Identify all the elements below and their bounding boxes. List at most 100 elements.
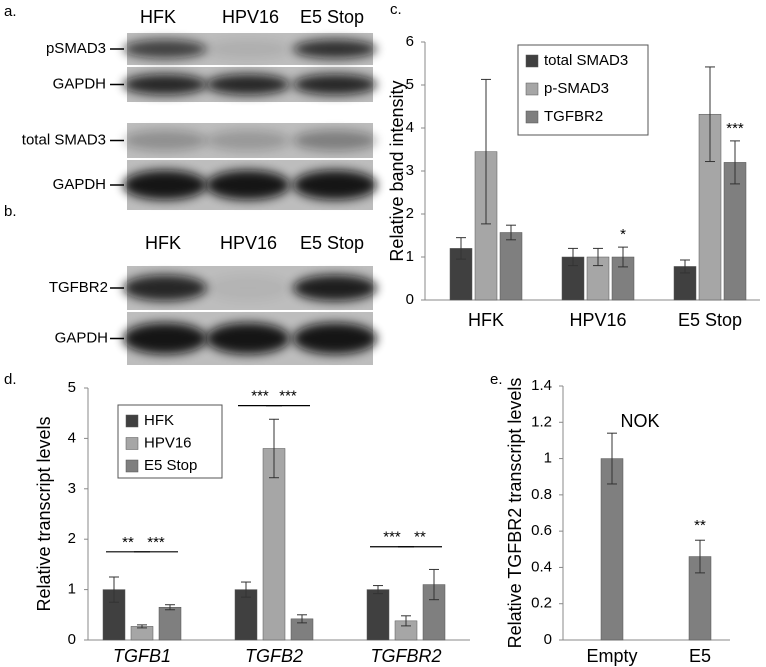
x-tick-label: E5 [689, 646, 711, 666]
y-tick-label: 0 [544, 631, 552, 648]
panel-label: a. [4, 3, 17, 20]
error-bar [456, 237, 466, 260]
error-bar [429, 568, 439, 601]
blot-band [206, 322, 290, 355]
y-tick-label: 1 [68, 581, 76, 598]
lane-header: E5 Stop [300, 7, 364, 27]
blot-row-label: TGFBR2 [49, 279, 108, 296]
blot-band [206, 74, 290, 95]
lane-header: E5 Stop [300, 233, 364, 253]
legend-label: HPV16 [144, 434, 192, 451]
blot-band [293, 130, 377, 151]
error-bar [401, 615, 411, 627]
significance: * [620, 226, 626, 243]
blot-band [293, 170, 377, 200]
error-bar [269, 418, 279, 479]
error-bar [607, 432, 617, 485]
y-tick-label: 3 [406, 162, 414, 179]
lane-header: HPV16 [220, 233, 277, 253]
error-bar [297, 614, 307, 624]
legend-swatch [525, 82, 539, 96]
significance: *** [279, 388, 297, 405]
y-axis-title: Relative TGFBR2 transcript levels [505, 378, 525, 649]
error-bar [680, 259, 690, 274]
y-tick-label: 6 [406, 33, 414, 50]
y-tick-label: 5 [406, 76, 414, 93]
legend-swatch [125, 414, 139, 428]
legend-label: p-SMAD3 [544, 80, 609, 97]
error-bar [373, 585, 383, 595]
legend-swatch [525, 110, 539, 124]
y-tick-label: 0.6 [531, 522, 552, 539]
panel-label: c. [390, 1, 402, 18]
error-bar [568, 247, 578, 267]
lane-header: HFK [145, 233, 181, 253]
blot-band [123, 274, 207, 302]
legend-label: TGFBR2 [544, 108, 603, 125]
y-tick-label: 0.2 [531, 595, 552, 612]
significance: *** [147, 534, 165, 551]
y-axis-title: Relative transcript levels [34, 416, 54, 611]
y-tick-label: 1 [544, 450, 552, 467]
legend-swatch [125, 459, 139, 473]
error-bar [705, 66, 715, 163]
blot-panels: a. HFK HPV16 E5 Stop pSMAD3 GAPDH total SMAD3 G… [4, 3, 377, 365]
error-bar [109, 576, 119, 603]
significance: *** [383, 529, 401, 546]
y-tick-label: 2 [406, 205, 414, 222]
x-tick-label: TGFBR2 [370, 646, 441, 666]
x-tick-label: TGFB1 [113, 646, 171, 666]
bar [366, 589, 390, 641]
panel-label: e. [490, 371, 503, 388]
blot-row-label: total SMAD3 [22, 131, 106, 148]
error-bar [506, 224, 516, 241]
blot-row-label: GAPDH [55, 329, 108, 346]
panel-label: d. [4, 371, 17, 388]
x-tick-label: E5 Stop [678, 310, 742, 330]
legend-swatch [525, 54, 539, 68]
legend-swatch [125, 437, 139, 450]
legend-label: E5 Stop [144, 457, 197, 474]
blot-band [293, 274, 377, 302]
blot-band [123, 39, 207, 59]
lane-header: HFK [140, 7, 176, 27]
blot-row-label: GAPDH [53, 75, 106, 92]
blot-band [123, 130, 207, 151]
y-tick-label: 1.4 [531, 377, 552, 394]
blot-band [123, 322, 207, 355]
y-tick-label: 2 [68, 530, 76, 547]
lane-header: HPV16 [222, 7, 279, 27]
y-tick-label: 4 [68, 429, 76, 446]
y-tick-label: 1 [406, 248, 414, 265]
y-tick-label: 0.8 [531, 486, 552, 503]
y-tick-label: 1.2 [531, 413, 552, 430]
bar [158, 606, 182, 641]
x-tick-label: HPV16 [569, 310, 626, 330]
legend-label: HFK [144, 412, 174, 429]
legend-label: total SMAD3 [544, 52, 628, 69]
y-tick-label: 0 [68, 631, 76, 648]
x-tick-label: Empty [586, 646, 637, 666]
significance: ** [694, 517, 706, 534]
error-bar [137, 624, 147, 629]
error-bar [481, 78, 491, 225]
significance: *** [726, 120, 744, 137]
y-tick-label: 5 [68, 379, 76, 396]
blot-band [123, 74, 207, 95]
error-bar [730, 140, 740, 185]
error-bar [593, 247, 603, 267]
y-tick-label: 0.4 [531, 558, 552, 575]
y-tick-label: 4 [406, 119, 414, 136]
chart-title: NOK [620, 411, 659, 431]
error-bar [618, 246, 628, 268]
blot-band [206, 39, 290, 59]
y-tick-label: 3 [68, 480, 76, 497]
x-tick-label: HFK [468, 310, 504, 330]
blot-band [206, 170, 290, 200]
error-bar [695, 539, 705, 574]
blot-band [206, 130, 290, 151]
blot-band [206, 274, 290, 302]
blot-band [293, 322, 377, 355]
significance: ** [122, 534, 134, 551]
